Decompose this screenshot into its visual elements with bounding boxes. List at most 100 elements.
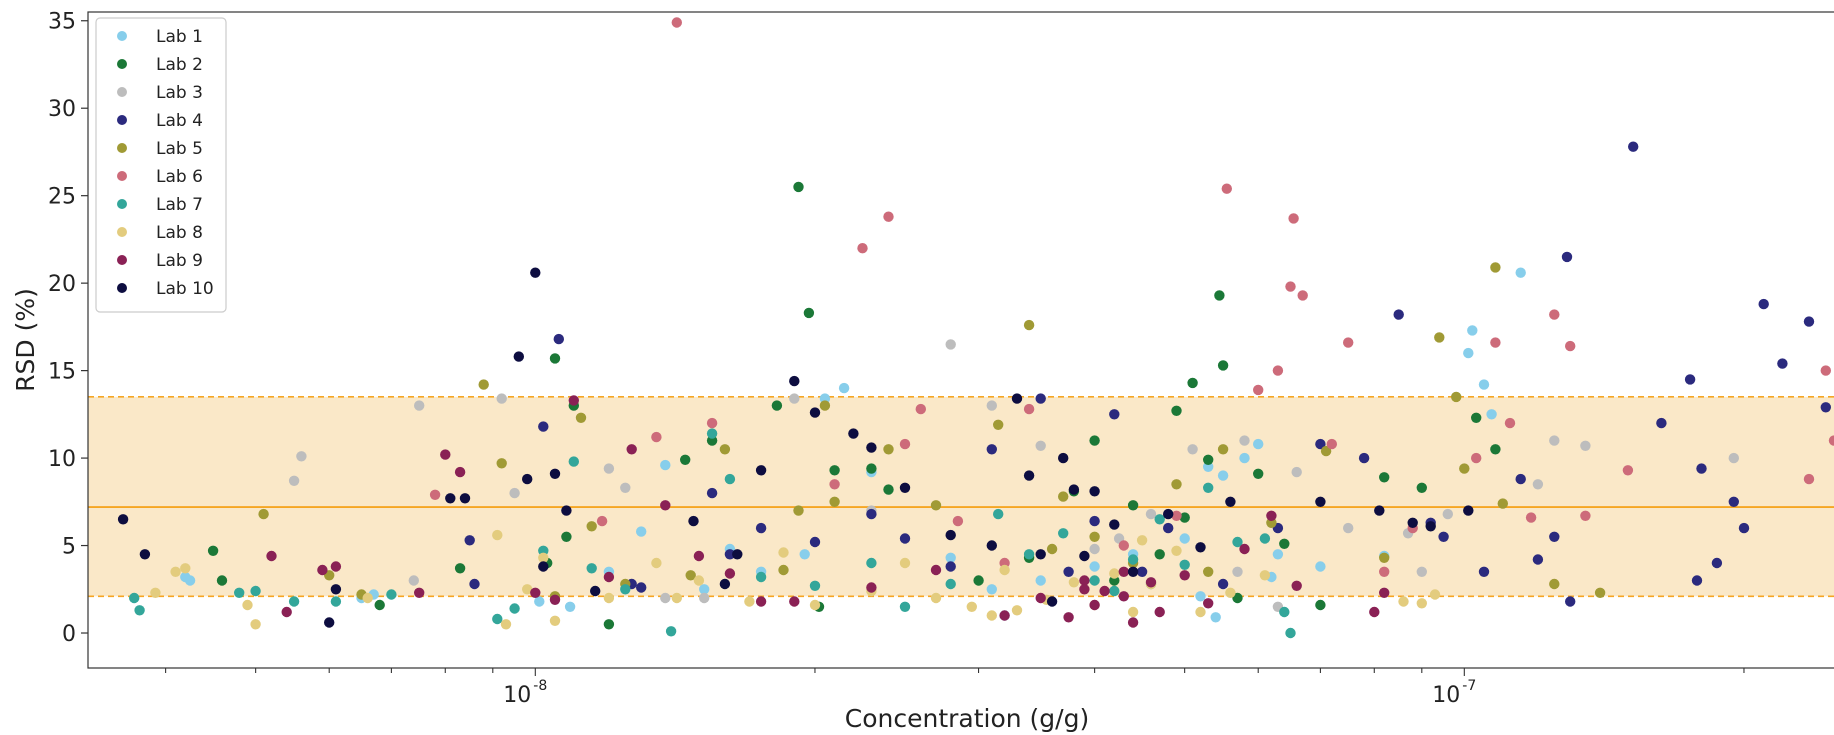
data-point bbox=[1127, 566, 1139, 577]
x-tick-base: 10 bbox=[1432, 683, 1460, 708]
data-point bbox=[866, 508, 877, 520]
data-point bbox=[1171, 479, 1182, 490]
data-point bbox=[838, 382, 850, 394]
data-point bbox=[1478, 379, 1490, 390]
data-point bbox=[1011, 393, 1023, 404]
y-tick-label: 30 bbox=[48, 97, 76, 122]
legend-marker bbox=[117, 283, 127, 293]
legend-item: Lab 6 bbox=[117, 167, 203, 187]
data-point bbox=[1127, 500, 1139, 511]
data-point bbox=[317, 564, 328, 576]
data-point bbox=[665, 626, 677, 637]
legend-marker bbox=[117, 115, 127, 125]
data-point bbox=[626, 444, 637, 455]
data-point bbox=[258, 508, 269, 520]
data-point bbox=[1089, 599, 1100, 611]
data-point bbox=[1820, 402, 1832, 413]
legend-label: Lab 1 bbox=[156, 27, 203, 47]
data-point bbox=[1239, 452, 1250, 464]
data-point bbox=[1163, 508, 1174, 520]
data-point bbox=[459, 493, 471, 504]
legend-marker bbox=[117, 59, 127, 69]
data-point bbox=[1803, 473, 1815, 485]
x-axis: 10 -8 10 -7 bbox=[165, 668, 1745, 708]
data-point bbox=[1525, 512, 1537, 523]
data-point bbox=[1145, 577, 1157, 588]
data-point bbox=[296, 451, 307, 462]
data-point bbox=[1109, 519, 1120, 530]
band-area bbox=[88, 396, 1834, 597]
data-point bbox=[1127, 617, 1139, 628]
data-point bbox=[184, 575, 196, 586]
legend-marker bbox=[117, 143, 127, 153]
data-point bbox=[330, 561, 342, 572]
data-point bbox=[250, 585, 261, 597]
data-point bbox=[829, 496, 840, 507]
data-point bbox=[1374, 505, 1385, 516]
data-point bbox=[1425, 521, 1436, 532]
data-point bbox=[1118, 566, 1130, 577]
reference-band bbox=[88, 396, 1834, 598]
data-point bbox=[1253, 468, 1264, 479]
data-point bbox=[1622, 465, 1634, 476]
legend-label: Lab 10 bbox=[156, 279, 214, 299]
data-point bbox=[534, 596, 545, 607]
data-point bbox=[386, 589, 397, 600]
data-point bbox=[1154, 606, 1165, 618]
data-point bbox=[883, 211, 894, 222]
legend-label: Lab 2 bbox=[156, 55, 203, 75]
data-point bbox=[1416, 566, 1428, 577]
data-point bbox=[1467, 325, 1478, 336]
data-point bbox=[1023, 319, 1035, 331]
data-point bbox=[1691, 575, 1703, 586]
y-tick-label: 15 bbox=[48, 360, 76, 385]
data-point bbox=[549, 615, 561, 626]
data-point bbox=[568, 456, 579, 467]
data-point bbox=[1315, 438, 1326, 450]
data-point bbox=[1203, 454, 1214, 465]
data-point bbox=[1580, 440, 1591, 451]
data-point bbox=[1471, 452, 1482, 464]
data-point bbox=[1490, 444, 1501, 455]
legend-label: Lab 4 bbox=[156, 111, 203, 131]
data-point bbox=[829, 465, 840, 476]
data-point bbox=[1203, 598, 1214, 609]
data-point bbox=[1089, 575, 1100, 586]
data-point bbox=[1565, 596, 1576, 607]
data-point bbox=[1011, 605, 1023, 616]
data-point bbox=[1179, 559, 1190, 570]
data-point bbox=[778, 547, 789, 558]
data-point bbox=[1109, 409, 1120, 420]
data-point bbox=[799, 549, 810, 560]
data-point bbox=[651, 431, 662, 443]
data-point bbox=[1803, 316, 1815, 327]
data-point bbox=[1195, 606, 1206, 618]
data-point bbox=[530, 267, 541, 278]
data-point bbox=[1379, 587, 1390, 598]
x-tick-exponent: -7 bbox=[1462, 678, 1476, 694]
data-point bbox=[999, 564, 1010, 576]
legend: Lab 1 Lab 2 Lab 3 Lab 4 Lab 5 Lab 6 Lab 7 Lab 8… bbox=[95, 17, 227, 313]
data-point bbox=[530, 587, 541, 598]
plot-frame bbox=[87, 11, 1834, 669]
data-point bbox=[1393, 309, 1404, 320]
data-point bbox=[986, 610, 997, 621]
data-point bbox=[1820, 365, 1832, 376]
data-point bbox=[1561, 251, 1573, 263]
data-point bbox=[699, 584, 710, 595]
data-point bbox=[1459, 463, 1470, 474]
data-point bbox=[469, 578, 480, 590]
data-point bbox=[281, 606, 292, 618]
x-tick-label: 10 -8 bbox=[503, 678, 547, 708]
data-point bbox=[915, 403, 926, 415]
data-point bbox=[1438, 531, 1449, 542]
data-point bbox=[1434, 332, 1445, 343]
y-tick-label: 10 bbox=[48, 447, 76, 472]
data-point bbox=[1089, 486, 1100, 497]
data-point bbox=[755, 571, 767, 583]
data-point bbox=[778, 564, 789, 576]
data-point bbox=[1023, 403, 1035, 415]
data-point bbox=[234, 587, 245, 598]
data-point bbox=[445, 493, 456, 504]
data-point bbox=[930, 592, 942, 604]
